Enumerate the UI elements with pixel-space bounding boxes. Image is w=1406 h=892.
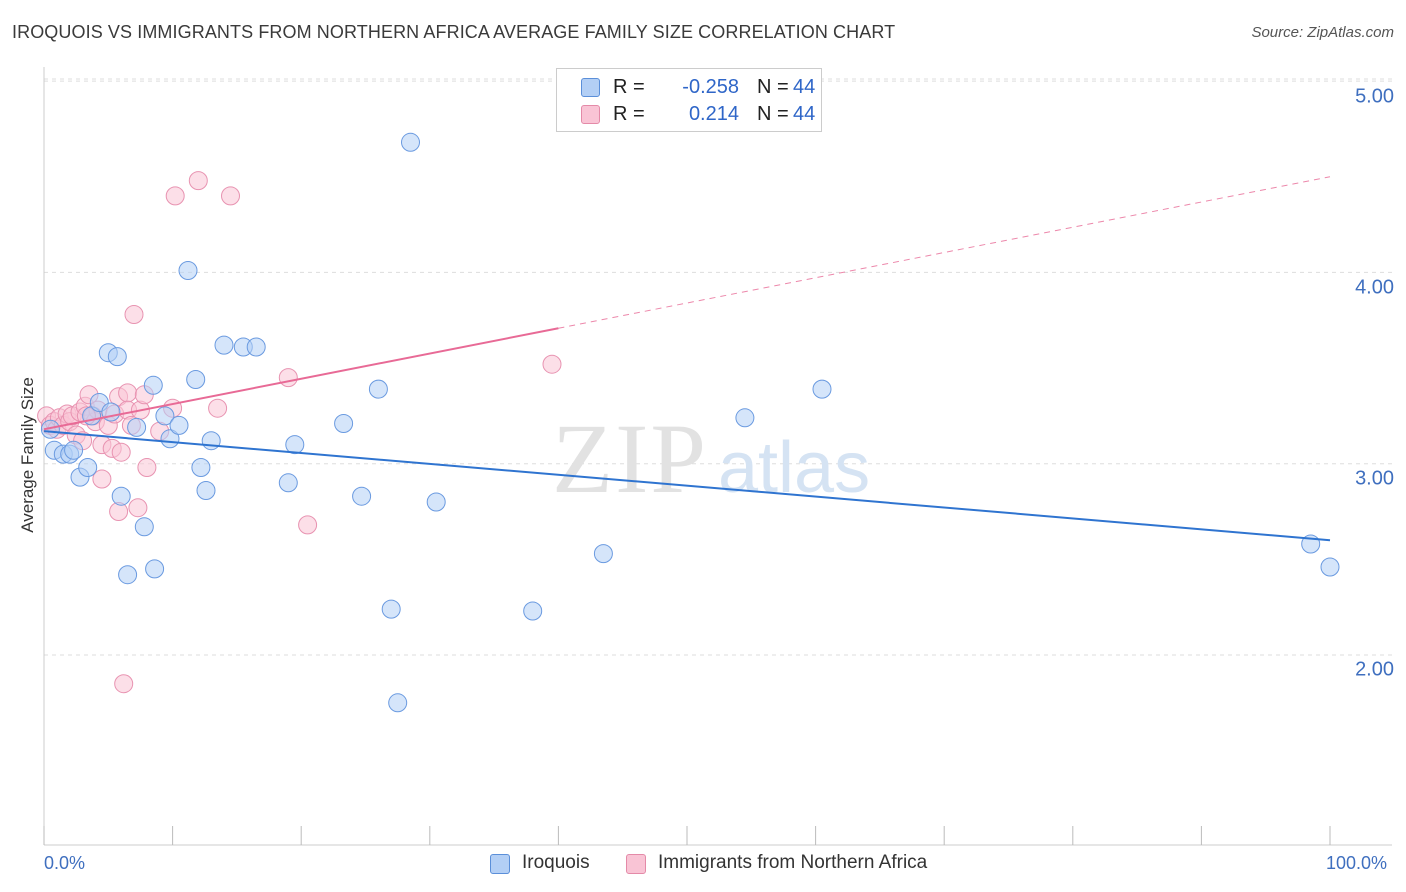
iroquois-point (118, 565, 138, 585)
watermark-zip: ZIP (552, 403, 708, 514)
grid-layer (44, 78, 1392, 656)
iroquois-point (368, 379, 388, 399)
iroquois-point (352, 486, 372, 506)
immigrants-trend-line (43, 327, 559, 431)
iroquois-point (812, 379, 832, 399)
iroquois-point (246, 337, 266, 357)
immigrants-point (128, 498, 148, 518)
x-min-label: 0.0% (44, 853, 86, 873)
watermark-atlas: atlas (718, 428, 870, 508)
immigrants-trend-line-extension (558, 176, 1331, 329)
legend-n-value: 44 (793, 103, 816, 125)
immigrants-point (118, 383, 138, 403)
immigrants-point (278, 368, 298, 388)
legend-swatch-pink (581, 105, 600, 124)
iroquois-point (186, 370, 206, 389)
iroquois-point (107, 347, 127, 367)
immigrants-point (111, 442, 131, 462)
y-tick-label-2: 2.00 (1355, 658, 1394, 681)
iroquois-point (178, 261, 198, 280)
iroquois-point (64, 440, 84, 460)
legend-r-value: -0.258 (682, 76, 739, 98)
iroquois-point (401, 132, 420, 152)
x-max-label: 100.0% (1326, 853, 1388, 873)
iroquois-point (111, 486, 131, 506)
iroquois-point (191, 458, 211, 477)
pink-points (37, 171, 562, 694)
legend-r-label: R = (613, 76, 645, 98)
immigrants-point (114, 674, 134, 694)
immigrants-point (137, 458, 157, 477)
immigrants-point (124, 305, 144, 324)
series-legend-label: Iroquois (522, 852, 590, 873)
source-label: Source: ZipAtlas.com (1251, 24, 1394, 41)
trend-layer (43, 176, 1331, 542)
iroquois-point (426, 492, 446, 512)
iroquois-point (134, 517, 154, 537)
iroquois-point (285, 435, 305, 455)
chart-title: IROQUOIS VS IMMIGRANTS FROM NORTHERN AFR… (12, 22, 896, 42)
legend-n-label: N = (757, 103, 789, 125)
immigrants-point (208, 398, 228, 418)
immigrants-point (92, 469, 112, 489)
iroquois-point (155, 406, 175, 426)
iroquois-point (143, 375, 163, 395)
series-swatch-blue (490, 854, 510, 874)
legend-r-label: R = (613, 103, 645, 125)
series-legend: Iroquois Immigrants from Northern Africa (0, 852, 1406, 878)
immigrants-point (221, 186, 240, 206)
iroquois-point (388, 693, 408, 713)
legend-r-value: 0.214 (688, 103, 739, 125)
series-legend-label: Immigrants from Northern Africa (658, 852, 928, 873)
legend-swatch-blue (581, 78, 600, 97)
correlation-legend: R = -0.258 N = 44 R = 0.214 N = 44 (556, 68, 822, 132)
iroquois-point (196, 481, 216, 500)
legend-n-label: N = (757, 76, 789, 98)
iroquois-point (381, 599, 401, 619)
iroquois-trend-line (43, 430, 1331, 542)
y-axis-label: Average Family Size (18, 377, 37, 533)
iroquois-point (145, 559, 165, 579)
y-tick-label-5: 5.00 (1355, 85, 1394, 108)
immigrants-point (298, 515, 318, 535)
iroquois-point (1320, 557, 1340, 577)
immigrants-point (542, 354, 562, 374)
iroquois-point (523, 601, 543, 621)
iroquois-point (78, 458, 98, 477)
iroquois-point (735, 408, 755, 428)
iroquois-point (169, 415, 189, 435)
immigrants-point (165, 186, 185, 206)
series-swatch-pink (626, 854, 646, 874)
y-tick-label-3: 3.00 (1355, 467, 1394, 490)
iroquois-point (593, 544, 613, 564)
iroquois-point (127, 417, 147, 437)
iroquois-point (334, 414, 354, 433)
legend-n-value: 44 (793, 76, 816, 98)
iroquois-point (40, 419, 60, 439)
y-tick-label-4: 4.00 (1355, 276, 1394, 299)
immigrants-point (188, 171, 208, 191)
iroquois-point (160, 429, 180, 449)
iroquois-point (214, 335, 234, 355)
iroquois-point (278, 473, 298, 493)
axis-layer (43, 67, 1392, 846)
iroquois-point (201, 431, 221, 451)
